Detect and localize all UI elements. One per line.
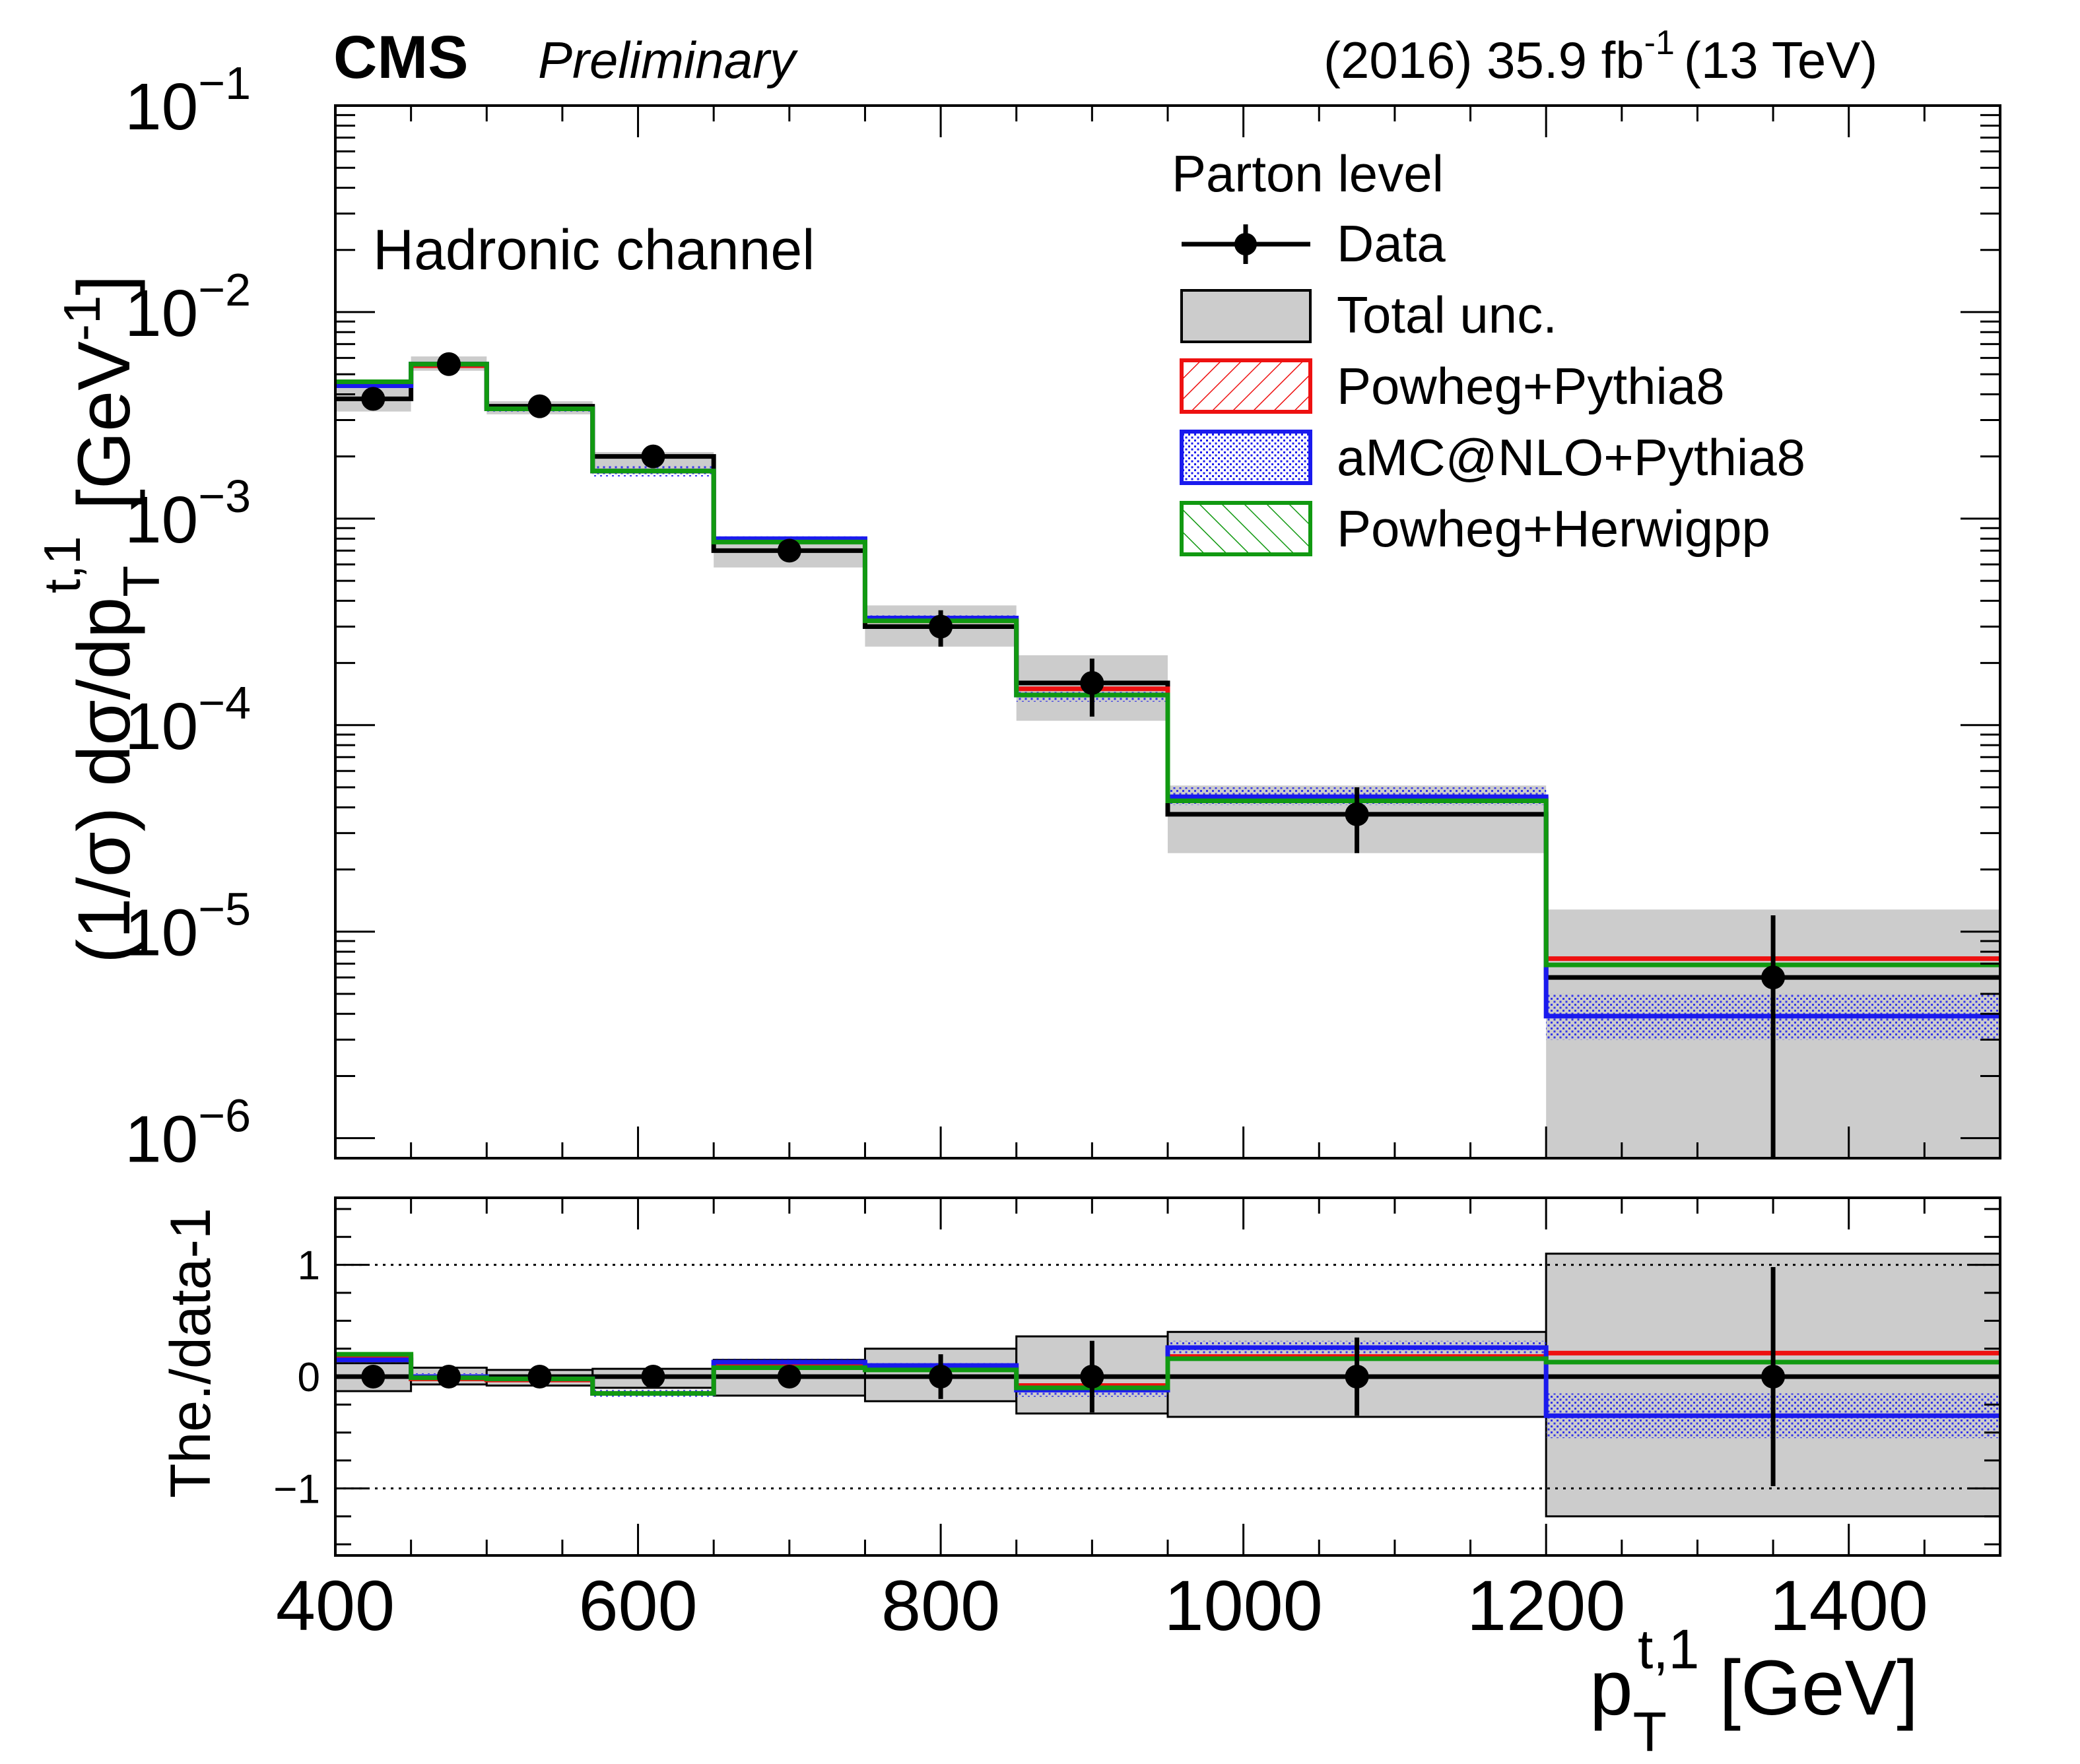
main-ytick-mantissa-4: 10	[125, 896, 198, 970]
y-title-close: ]	[63, 275, 145, 296]
experiment-label: CMS	[333, 24, 468, 91]
main-ytick-exponent-2: −3	[198, 471, 251, 522]
channel-label: Hadronic channel	[373, 218, 815, 282]
x-title-text: p	[1590, 1645, 1633, 1732]
y-title-subscript: T	[112, 566, 170, 597]
y-title-text: (1/σ) dσ/dp	[63, 597, 145, 964]
legend-label-total-unc: Total unc.	[1337, 286, 1557, 344]
main-ytick-exponent-5: −6	[198, 1090, 251, 1142]
main-ytick-mantissa-3: 10	[125, 690, 198, 764]
main-ytick-exponent-1: −2	[198, 264, 251, 315]
main-ytick-mantissa-5: 10	[125, 1103, 198, 1177]
main-data-point-2	[527, 394, 552, 418]
ratio-ytick-label-2: −1	[273, 1466, 320, 1512]
y-title-superscript: t,1	[33, 536, 91, 593]
xtick-label-2: 800	[881, 1565, 1000, 1645]
legend-label-powheg-herwigpp: Powheg+Herwigpp	[1337, 500, 1770, 558]
ratio-data-point-8	[1761, 1365, 1786, 1388]
main-data-point-0	[361, 387, 386, 411]
main-ytick-exponent-3: −4	[198, 677, 251, 729]
main-ytick-label-4: 10−5	[125, 884, 251, 970]
ratio-data-point-3	[641, 1365, 665, 1388]
ratio-y-axis-title: The./data-1	[159, 1208, 222, 1498]
main-ytick-label-2: 10−3	[125, 471, 251, 557]
main-data-point-8	[1761, 965, 1786, 990]
main-data-point-5	[929, 614, 953, 639]
ratio-data-point-0	[361, 1365, 386, 1388]
main-ytick-exponent-4: −5	[198, 884, 251, 935]
energy-label: (13 TeV)	[1684, 31, 1877, 89]
luminosity-value: (2016) 35.9 fb	[1324, 31, 1644, 89]
main-ytick-label-0: 10−1	[125, 57, 251, 144]
legend-label-powheg-pythia8: Powheg+Pythia8	[1337, 357, 1725, 415]
ratio-data-point-4	[777, 1365, 801, 1388]
ratio-data-point-2	[527, 1365, 552, 1388]
legend-label-data: Data	[1337, 214, 1446, 273]
main-data-point-1	[436, 352, 461, 376]
status-label: Preliminary	[538, 31, 798, 89]
x-title-unit: [GeV]	[1719, 1645, 1918, 1732]
xtick-label-5: 1400	[1770, 1565, 1928, 1645]
legend-data-marker	[1234, 233, 1257, 255]
ratio-data-point-1	[436, 1365, 461, 1388]
y-title-unit-exponent: -1	[53, 296, 111, 341]
ratio-ytick-label-1: 0	[298, 1355, 320, 1400]
main-ytick-label-3: 10−4	[125, 677, 251, 764]
main-ytick-label-1: 10−2	[125, 264, 251, 350]
luminosity-label: (2016) 35.9 fb-1 (13 TeV)	[1324, 24, 1877, 89]
ratio-data-point-5	[929, 1365, 953, 1388]
x-title-subscript: T	[1633, 1701, 1667, 1763]
xtick-label-1: 600	[578, 1565, 697, 1645]
legend-label-amcnlo-pythia8: aMC@NLO+Pythia8	[1337, 428, 1805, 486]
ratio-ytick-label-0: 1	[298, 1243, 320, 1289]
legend-title: Parton level	[1172, 145, 1444, 203]
ratio-data-point-7	[1345, 1365, 1369, 1388]
legend-amcnlo-pythia8-swatch	[1180, 430, 1312, 485]
ratio-data-point-6	[1080, 1365, 1104, 1388]
legend-powheg-pythia8-swatch	[1180, 358, 1312, 414]
main-ytick-mantissa-0: 10	[125, 70, 198, 144]
xtick-label-3: 1000	[1164, 1565, 1323, 1645]
main-ytick-label-5: 10−6	[125, 1090, 251, 1177]
main-panel: 10−110−210−310−410−510−6	[125, 57, 2001, 1177]
main-ytick-mantissa-1: 10	[125, 277, 198, 350]
main-data-point-3	[641, 444, 665, 469]
y-title-unit: [GeV	[63, 341, 145, 510]
legend: Parton level Data Total unc. Powheg+Pyth…	[1172, 145, 1805, 558]
main-data-point-7	[1345, 802, 1369, 826]
main-data-point-4	[777, 539, 801, 563]
main-data-point-6	[1080, 670, 1104, 695]
x-axis-title: pTt,1 [GeV]	[1590, 1618, 1918, 1763]
main-ytick-exponent-0: −1	[198, 57, 251, 109]
main-ytick-mantissa-2: 10	[125, 483, 198, 557]
main-y-axis-title: (1/σ) dσ/dpTt,1 [GeV-1]	[33, 275, 170, 964]
xtick-label-0: 400	[276, 1565, 395, 1645]
legend-total-unc-swatch	[1180, 289, 1312, 343]
x-title-superscript: t,1	[1638, 1618, 1699, 1680]
legend-powheg-herwigpp-swatch	[1180, 501, 1312, 556]
xtick-label-4: 1200	[1467, 1565, 1625, 1645]
luminosity-exponent: -1	[1644, 24, 1675, 62]
ratio-panel: 1 0 −1 400 600 800 1000 1200 1400	[273, 1196, 2001, 1645]
